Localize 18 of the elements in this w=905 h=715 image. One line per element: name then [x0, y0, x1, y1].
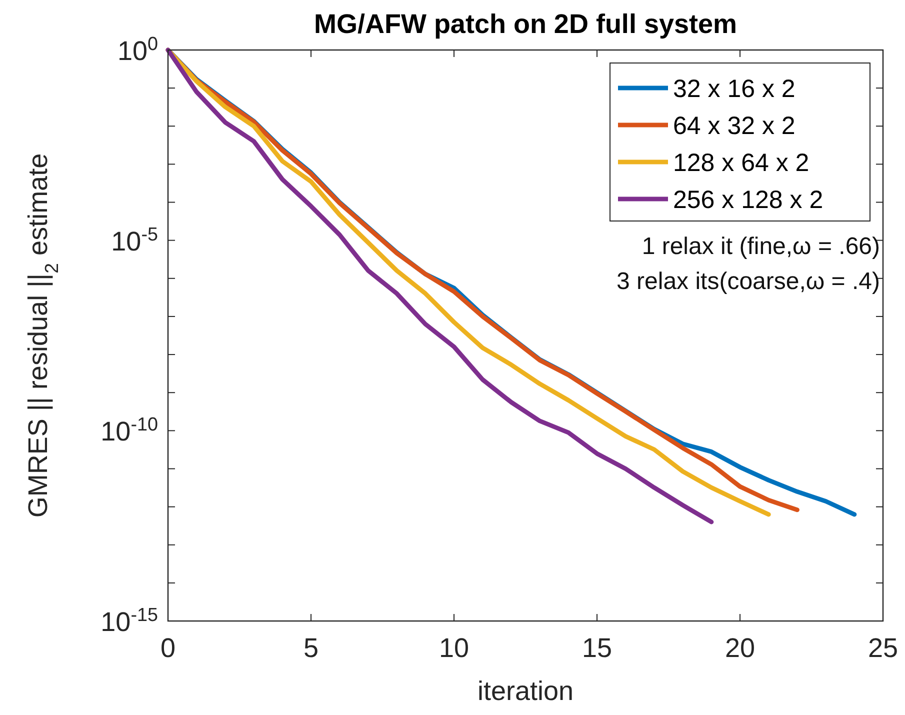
y-tick-label: 10$^{0}$	[117, 34, 158, 66]
annotation: 1 relax it (fine,ω = .66)	[642, 233, 880, 260]
chart-title: MG/AFW patch on 2D full system	[314, 9, 738, 39]
legend-label: 128 x 64 x 2	[673, 149, 810, 177]
y-tick-label: 10$^{-5}$	[111, 224, 158, 256]
legend-label: 256 x 128 x 2	[673, 186, 824, 214]
y-tick-label: 10$^{-10}$	[100, 414, 158, 447]
x-tick-label: 25	[868, 633, 898, 663]
x-tick-label: 0	[160, 633, 176, 663]
legend-label: 32 x 16 x 2	[673, 75, 796, 103]
x-tick-label: 20	[724, 633, 756, 663]
y-tick-label: 10$^{-15}$	[100, 604, 158, 637]
x-tick-label: 15	[582, 633, 612, 663]
x-axis-title: iteration	[477, 676, 574, 706]
legend-label: 64 x 32 x 2	[673, 112, 796, 140]
x-tick-label: 5	[303, 633, 319, 663]
x-tick-label: 10	[438, 633, 470, 663]
annotation: 3 relax its(coarse,ω = .4)	[616, 268, 880, 295]
